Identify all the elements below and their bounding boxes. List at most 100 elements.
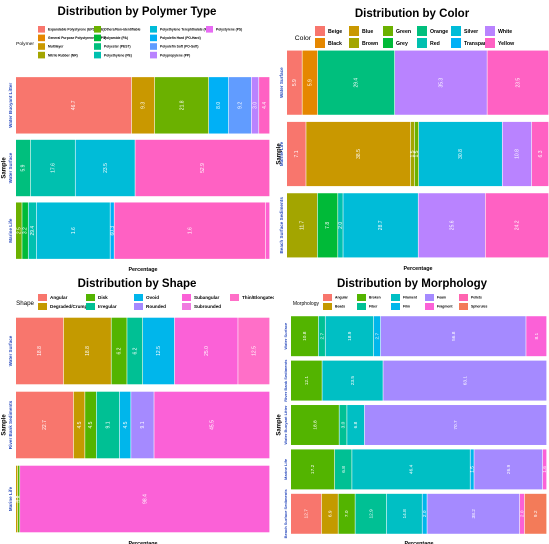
bar-segment [502,121,532,187]
data-label: 38.2 [471,509,477,519]
data-label: 2.5 [16,227,22,234]
legend-label: Fiber [369,305,378,309]
data-label: 7.1 [294,150,300,157]
data-label: 29.4 [354,78,360,88]
bar-segment [383,360,547,401]
data-label: 1.5 [410,150,416,157]
bar-segment [96,391,120,459]
bar-segment [524,493,547,534]
bar-segment [394,50,487,115]
data-label: 0.8 [14,495,20,502]
data-label: 18.8 [37,346,43,356]
legend-label: Beige [328,29,342,35]
legend-label: Filament [403,296,418,300]
legend-label: Expandable Polystyrene (EPS/PS-E) [48,27,104,31]
legend-title: Color [295,35,312,42]
legend-label: Polystyrene (PS) [216,27,242,31]
legend-swatch [86,294,95,301]
data-label: 25.0 [204,346,210,356]
legend-swatch [38,43,45,50]
data-label: 56.8 [451,331,457,341]
data-label: 28.7 [378,220,384,230]
data-label: 24.2 [515,220,521,230]
legend-swatch [150,43,157,50]
bar-segment [287,121,306,187]
legend-label: Multilayer [48,45,64,49]
legend-swatch [315,38,325,48]
legend-swatch [357,303,366,310]
chart-svg: 10.8 2.7 18.9 2.7 56.8 8.1 Water Surface 12.1 23… [277,316,548,544]
bar-segment [418,193,485,258]
legend-label: Thin/Elongated [242,295,274,300]
legend-label: Beads [335,305,345,309]
data-label: 7.0 [344,510,350,517]
legend-label: Polyolefin Hard (PO-Hard) [160,36,201,40]
legend-label: Polyolefin Soft (PO-Soft) [160,45,198,49]
data-label: 3.0 [253,102,259,109]
legend-swatch [459,294,468,301]
y-axis-label: Sample [2,414,8,436]
bar-segment [355,493,387,534]
data-label: 6.3 [538,150,544,157]
data-label: 98.4 [142,494,148,504]
bar-segment [338,193,343,258]
data-label: 52.9 [200,163,206,173]
legend-label: Black [328,41,342,47]
legend-swatch [383,38,393,48]
data-label: 2.0 [520,510,526,517]
data-label: 18.8 [312,420,318,430]
bar-segment [154,77,209,134]
legend-swatch [417,26,427,36]
legend-label: Grey [396,41,408,47]
bar-segment [18,465,20,533]
legend-swatch [349,26,359,36]
legend-swatch [86,303,95,310]
legend-swatch [38,303,47,310]
y-tick-label: Water Surface [8,335,13,366]
bar-segment [414,121,419,187]
legend-swatch [38,26,45,33]
legend-label: Polyester (PEST) [104,45,131,49]
chart-legend: Morphology Angular Beads Broken Fiber Filamen… [275,290,549,314]
legend-label: Film [403,305,410,309]
legend-swatch [417,38,427,48]
legend-label: Foam [437,296,446,300]
bar-segment [347,405,365,445]
legend-label: Disk [98,295,108,300]
legend-swatch [94,51,101,59]
data-label: 5.9 [21,164,27,171]
data-label: 12.5 [156,346,162,356]
data-label: 6.2 [132,347,138,354]
legend-swatch [38,34,45,42]
bar-segment [85,391,96,459]
data-label: 1.6 [188,227,194,234]
bar-segment [16,465,18,533]
bar-segment [373,316,381,357]
data-label: 17.2 [310,464,316,474]
bar-segment [63,317,111,385]
data-label: 22.7 [42,420,48,430]
data-label: 4.5 [123,421,129,428]
bar-segment [318,316,325,357]
x-axis-label: Percentage [128,541,157,544]
legend-svg: Color Beige Black Blue Brown Green Grey Orange R… [295,26,515,48]
data-label: 3.2 [23,227,29,234]
y-tick-label: River Bank Sediments [8,400,13,449]
data-label: 2.7 [375,333,381,340]
bar-segment [485,193,549,258]
bar-segment [352,449,470,490]
y-tick-label: Water Buoyant Litter [283,405,288,445]
legend-label: Nitrile Rubber (NR) [48,53,78,57]
data-label: 0.8 [16,495,22,502]
bar-segment [291,316,319,357]
data-label: 9.2 [238,102,244,109]
legend-swatch [182,303,191,310]
bar-segment [364,405,547,445]
data-label: 26.9 [506,464,512,474]
y-tick-label: Beach Surface Sediments [283,488,288,538]
bar-segment [422,493,427,534]
data-label: 7.8 [325,222,331,229]
x-axis-label: Percentage [128,267,157,272]
bar-segment [131,391,154,459]
legend-title: Polymer [16,41,34,47]
